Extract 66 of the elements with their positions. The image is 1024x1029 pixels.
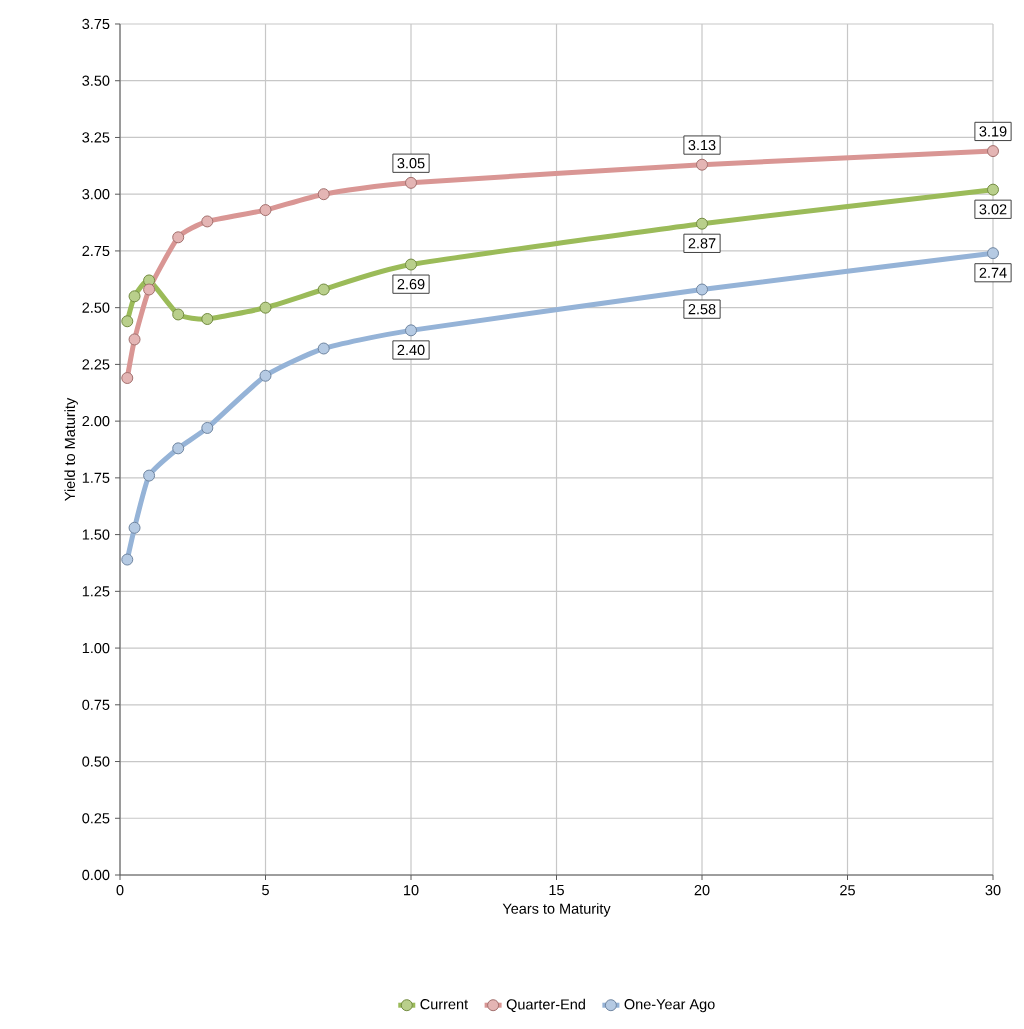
point xyxy=(143,283,156,296)
data-label: 2.58 xyxy=(688,304,716,315)
x-tick-label: 20 xyxy=(694,885,710,896)
y-tick-label: 2.50 xyxy=(82,302,110,313)
data-label: 2.40 xyxy=(397,344,425,356)
y-tick-label: 2.75 xyxy=(82,245,110,257)
y-tick-label: 1.25 xyxy=(82,586,110,597)
y-axis-title: Yield to Maturity xyxy=(64,397,78,501)
data-label: 3.19 xyxy=(979,126,1007,137)
y-tick-label: 3.75 xyxy=(82,18,110,30)
point xyxy=(405,324,417,337)
y-tick-label: 3.50 xyxy=(82,75,110,86)
y-tick-label: 1.50 xyxy=(82,529,110,540)
point xyxy=(987,183,1000,196)
y-tick-label: 3.25 xyxy=(82,132,110,143)
point xyxy=(987,145,1000,158)
legend-label: Quarter-End xyxy=(506,998,585,1013)
point xyxy=(201,215,214,228)
point xyxy=(121,315,134,328)
point xyxy=(121,553,134,566)
point xyxy=(201,421,214,434)
y-tick-label: 0.75 xyxy=(82,699,110,710)
point xyxy=(696,158,708,171)
point xyxy=(128,521,141,534)
point xyxy=(259,301,272,314)
point xyxy=(696,283,708,296)
point xyxy=(259,204,272,217)
x-tick-label: 0 xyxy=(116,885,124,896)
y-tick-label: 0.25 xyxy=(82,813,110,824)
data-label: 3.02 xyxy=(979,204,1007,215)
data-label: 2.74 xyxy=(979,267,1007,278)
y-tick-label: 0.00 xyxy=(82,869,110,881)
point xyxy=(172,308,185,321)
x-tick-label: 10 xyxy=(404,885,419,896)
point xyxy=(259,369,272,382)
y-tick-label: 0.50 xyxy=(82,756,110,767)
point xyxy=(128,333,141,346)
point xyxy=(128,290,141,303)
y-tick-label: 3.00 xyxy=(82,189,110,200)
point xyxy=(121,372,134,385)
x-tick-label: 5 xyxy=(262,885,269,896)
legend-label: Current xyxy=(420,999,468,1010)
y-tick-label: 2.00 xyxy=(82,415,110,427)
x-tick-label: 25 xyxy=(840,885,855,896)
legend-label: One-Year Ago xyxy=(624,999,715,1013)
point xyxy=(317,188,330,201)
data-label: 2.69 xyxy=(397,279,425,290)
point xyxy=(405,258,417,271)
point xyxy=(143,469,156,482)
data-label: 3.13 xyxy=(688,139,716,151)
point xyxy=(987,247,1000,260)
point xyxy=(172,442,185,455)
x-tick-label: 30 xyxy=(985,885,1001,896)
data-label: 2.87 xyxy=(688,238,716,249)
y-tick-label: 1.00 xyxy=(82,642,110,654)
point xyxy=(172,231,185,244)
point xyxy=(317,283,330,296)
point xyxy=(405,176,417,189)
x-tick-label: 15 xyxy=(549,885,564,896)
data-label: 3.05 xyxy=(397,158,425,169)
point xyxy=(201,313,214,325)
y-tick-label: 1.75 xyxy=(82,472,110,483)
point xyxy=(696,217,708,230)
x-axis-title: Years to Maturity xyxy=(502,903,611,917)
y-tick-label: 2.25 xyxy=(82,359,110,370)
point xyxy=(317,342,330,355)
